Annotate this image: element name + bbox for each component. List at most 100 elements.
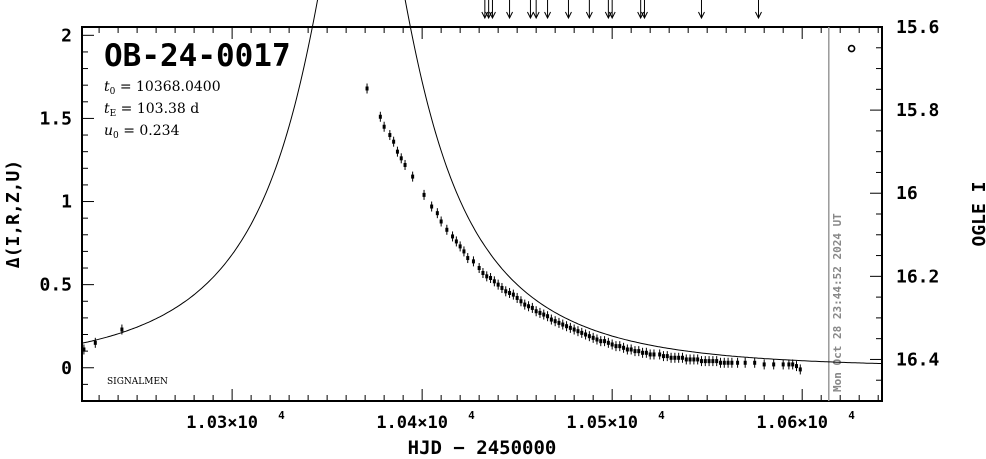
data-point	[515, 295, 519, 300]
data-point	[762, 362, 766, 367]
y-tick-label: 1	[61, 192, 72, 213]
data-point	[565, 324, 569, 329]
data-point	[93, 340, 97, 345]
data-point	[466, 256, 470, 261]
data-point	[791, 362, 795, 367]
data-point	[772, 362, 776, 367]
data-point	[534, 309, 538, 314]
data-point	[718, 360, 722, 365]
data-point	[648, 352, 652, 357]
data-point	[669, 355, 673, 360]
data-point	[637, 349, 641, 354]
data-point	[527, 304, 531, 309]
data-point	[580, 330, 584, 335]
data-point	[684, 357, 688, 362]
parameter-line: tE = 103.38 d	[104, 101, 199, 119]
x-tick-label: 1.03×10	[186, 413, 258, 433]
data-point	[641, 350, 645, 355]
data-point	[753, 360, 757, 365]
data-point	[688, 357, 692, 362]
data-point	[572, 327, 576, 332]
data-point	[549, 317, 553, 322]
outlier-point	[847, 44, 856, 53]
data-point	[699, 359, 703, 364]
arrow-head	[506, 11, 514, 20]
date-label: Mon Oct 28 23:44:52 2024 UT	[831, 213, 844, 392]
arrow-head	[532, 11, 540, 20]
data-point	[673, 355, 677, 360]
data-point	[82, 347, 86, 352]
y-tick-label: 2	[61, 25, 72, 46]
observation-arrows	[481, 0, 762, 20]
data-point	[454, 239, 458, 244]
data-point	[561, 322, 565, 327]
data-point	[542, 312, 546, 317]
data-point	[715, 359, 719, 364]
data-point	[481, 271, 485, 276]
data-point	[614, 344, 618, 349]
data-point	[658, 352, 662, 357]
data-point	[477, 266, 481, 271]
right-tick-label: 16.2	[896, 266, 939, 287]
data-point	[392, 139, 396, 144]
data-point	[430, 204, 434, 209]
data-point	[568, 325, 572, 330]
data-point	[435, 211, 439, 216]
data-point	[462, 249, 466, 254]
y-axis-label-left: Δ(I,R,Z,U)	[3, 160, 24, 268]
data-point	[489, 275, 493, 280]
arrow-head	[641, 11, 648, 20]
model-curve	[81, 0, 883, 365]
arrow-head	[585, 11, 593, 20]
x-tick-exponent: 4	[278, 409, 285, 422]
data-point	[485, 274, 489, 279]
arrow-head	[755, 11, 762, 20]
data-point	[692, 357, 696, 362]
data-point	[365, 86, 369, 91]
data-point	[120, 327, 124, 332]
data-point	[781, 362, 785, 367]
data-point	[546, 314, 550, 319]
x-tick-label: 1.06×10	[756, 413, 828, 433]
data-point	[584, 332, 588, 337]
parameter-line: u0 = 0.234	[104, 123, 180, 141]
data-point	[523, 302, 527, 307]
y-tick-label: 0.5	[39, 275, 72, 296]
data-point	[422, 192, 426, 197]
data-point	[471, 259, 475, 264]
arrow-head	[544, 11, 552, 20]
arrow-head	[489, 11, 496, 20]
data-point	[603, 339, 607, 344]
data-point	[722, 360, 726, 365]
data-point	[451, 234, 455, 239]
x-axis-label: HJD − 2450000	[408, 437, 557, 459]
data-point	[743, 360, 747, 365]
data-point	[730, 360, 734, 365]
data-point	[707, 359, 711, 364]
data-points	[82, 83, 802, 375]
data-point	[633, 349, 637, 354]
y-tick-label: 0	[61, 358, 72, 379]
data-point	[798, 367, 802, 372]
data-point	[403, 162, 407, 167]
data-point	[538, 310, 542, 315]
data-point	[500, 285, 504, 290]
data-point	[587, 334, 591, 339]
x-tick-exponent: 4	[658, 409, 665, 422]
data-point	[557, 320, 561, 325]
corner-label: SIGNALMEN	[107, 377, 168, 387]
data-point	[665, 354, 669, 359]
x-tick-label: 1.04×10	[376, 413, 448, 433]
tick-labels: 1.03×10 4 1.04×10 4 1.05×10 4 1.06×10 4 0 0.5 1 1.5…	[39, 17, 939, 433]
data-point	[794, 364, 798, 369]
data-point	[595, 337, 599, 342]
right-tick-label: 15.6	[896, 17, 939, 38]
data-point	[680, 355, 684, 360]
data-point	[492, 279, 496, 284]
data-point	[378, 114, 382, 119]
data-point	[644, 350, 648, 355]
data-point	[458, 244, 462, 249]
data-point	[787, 362, 791, 367]
data-point	[629, 347, 633, 352]
